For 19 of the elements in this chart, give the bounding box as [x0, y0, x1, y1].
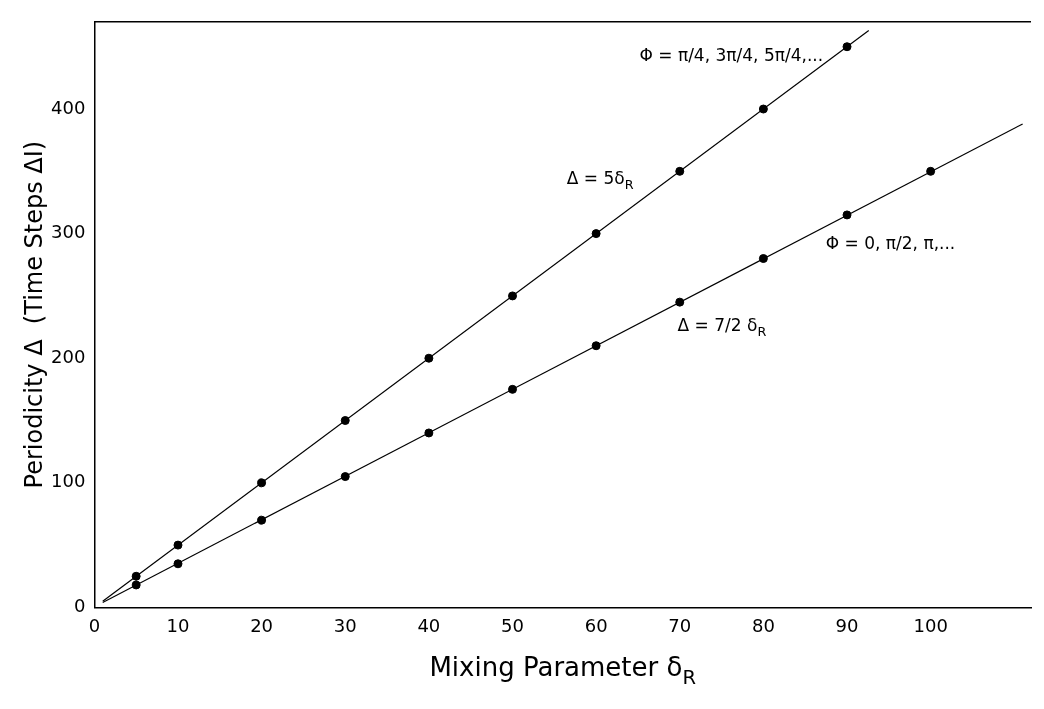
x-tick-label: 50 [501, 614, 524, 636]
y-axis-title: Periodicity Δ (Time Steps ΔI) [20, 140, 49, 489]
x-tick-label: 70 [668, 614, 692, 636]
y-tick-label: 0 [73, 595, 86, 617]
x-tick-label: 90 [835, 614, 859, 636]
x-tick-label: 60 [584, 614, 608, 636]
y-tick-label: 200 [51, 345, 86, 367]
annotation: Φ = π/4, 3π/4, 5π/4,... [639, 45, 824, 66]
x-tick-label: 40 [417, 614, 441, 636]
x-tick-label: 20 [250, 614, 274, 636]
y-tick-label: 400 [51, 96, 86, 118]
x-tick-label: 30 [333, 614, 357, 636]
x-tick-label: 10 [166, 614, 190, 636]
y-tick-label: 100 [51, 470, 86, 492]
y-tick-label: 300 [51, 221, 86, 243]
x-tick-label: 80 [751, 614, 775, 636]
x-tick-label: 0 [88, 614, 101, 636]
x-tick-label: 100 [913, 614, 948, 636]
annotation: Φ = 0, π/2, π,... [825, 232, 956, 253]
